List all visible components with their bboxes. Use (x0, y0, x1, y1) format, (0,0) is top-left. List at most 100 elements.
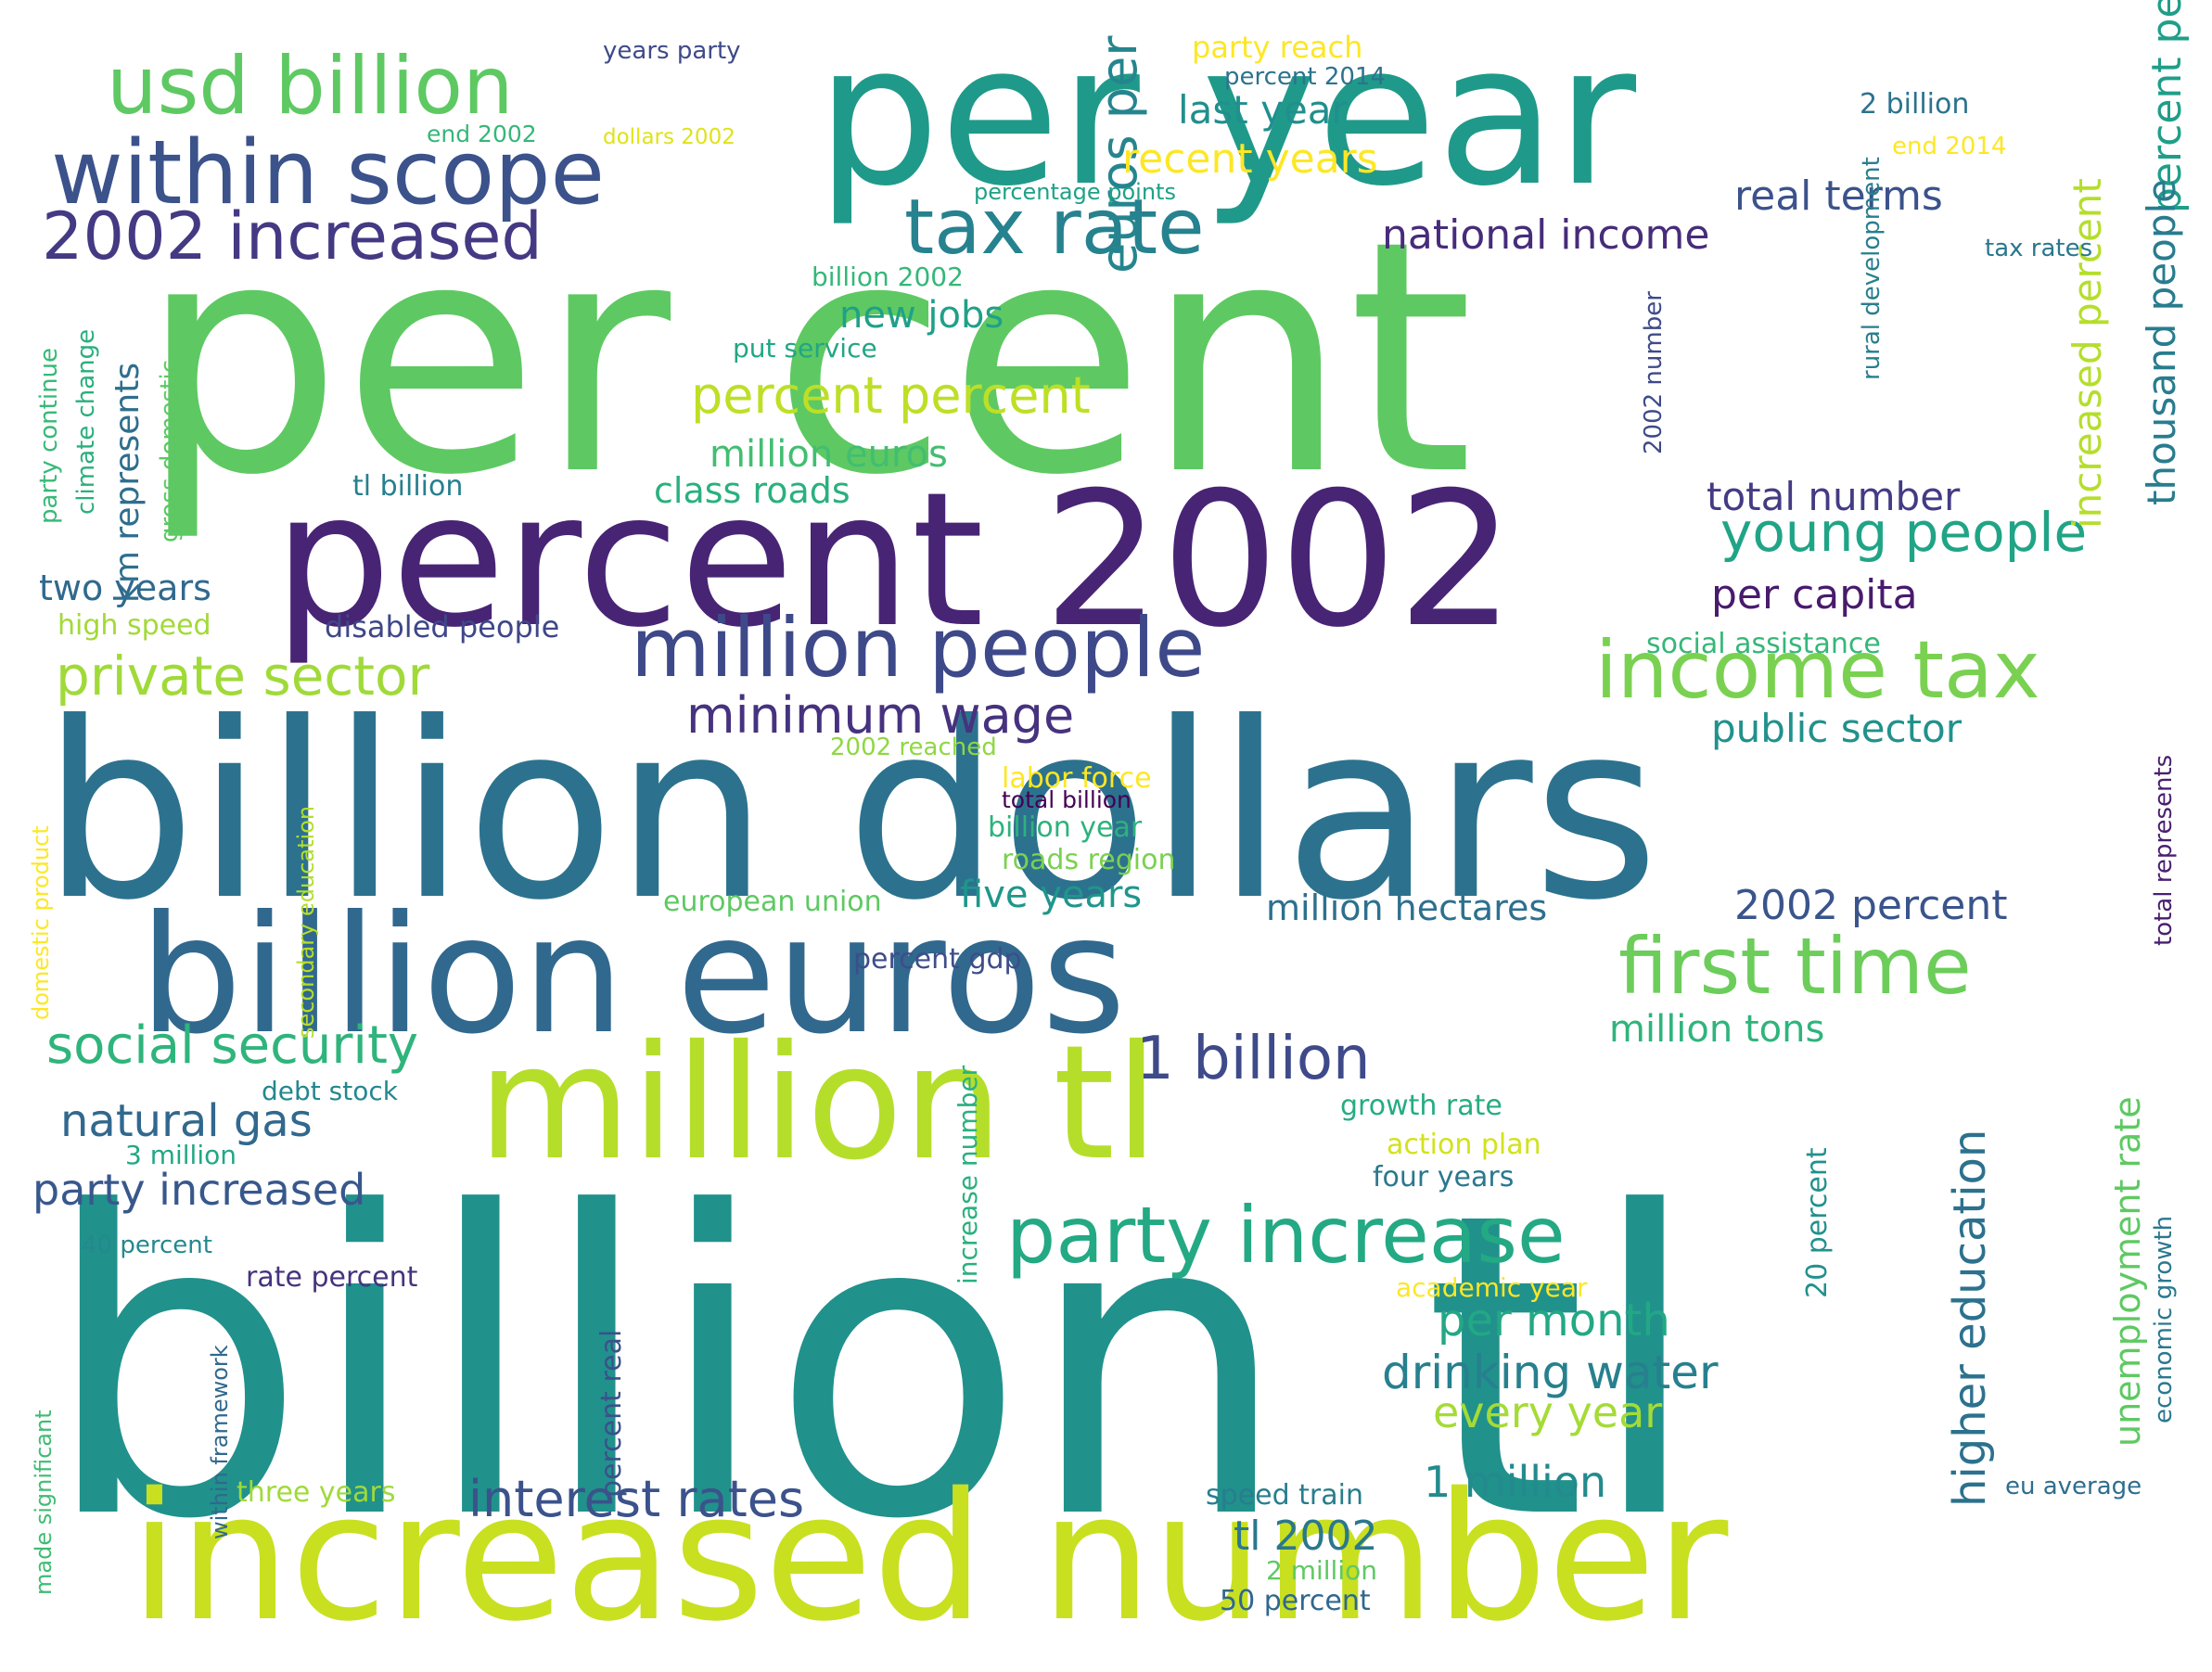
cloud-word: per cent (139, 173, 1474, 545)
cloud-word: 50 percent (1220, 1585, 1371, 1617)
cloud-word: every year (1433, 1387, 1663, 1437)
cloud-word: 20 percent (1801, 1147, 1834, 1298)
cloud-word: drinking water (1382, 1346, 1719, 1399)
cloud-word: labor force (1002, 762, 1152, 795)
cloud-word: climate change (72, 328, 100, 515)
cloud-word: end 2014 (1892, 133, 2007, 160)
cloud-word: billion euros (139, 882, 1127, 1070)
cloud-word: class roads (654, 470, 850, 511)
cloud-word: percent gdp (853, 943, 1022, 976)
cloud-word: per capita (1711, 571, 1918, 619)
cloud-word: per month (1438, 1295, 1670, 1347)
cloud-word: 2002 percent (1734, 882, 2008, 929)
cloud-word: academic year (1396, 1272, 1588, 1303)
cloud-word: per year (816, 2, 1637, 229)
cloud-word: five years (960, 874, 1143, 916)
cloud-word: km represents (109, 362, 147, 603)
cloud-word: 1 million (1424, 1457, 1607, 1507)
cloud-word: billion year (988, 811, 1143, 844)
cloud-word: last year (1178, 87, 1348, 133)
cloud-word: higher education (1944, 1129, 1996, 1507)
cloud-word: put service (733, 333, 877, 364)
cloud-word: unemployment rate (2107, 1096, 2148, 1447)
cloud-word: total represents (2150, 754, 2178, 946)
cloud-word: gross domestic (156, 360, 184, 542)
cloud-word: domestic product (28, 825, 54, 1020)
cloud-word: real terms (1734, 172, 1943, 220)
cloud-word: party reach (1192, 30, 1363, 65)
cloud-word: billion dollars (42, 670, 1660, 953)
cloud-word: 2002 reached (830, 734, 997, 761)
cloud-word: tl billion (352, 470, 464, 503)
cloud-word: income tax (1595, 624, 2040, 717)
cloud-word: total number (1707, 474, 1961, 519)
cloud-word: social assistance (1646, 628, 1881, 660)
cloud-word: party increase (1006, 1190, 1566, 1281)
cloud-word: million tons (1609, 1008, 1825, 1051)
cloud-word: interest rates (468, 1470, 805, 1528)
cloud-word: new jobs (839, 294, 1004, 337)
cloud-word: action plan (1387, 1129, 1541, 1161)
cloud-word: years party (603, 37, 741, 65)
cloud-word: 2 billion (1860, 88, 1970, 121)
cloud-word: high speed (58, 609, 211, 642)
cloud-word: private sector (56, 645, 430, 708)
cloud-word: debt stock (262, 1076, 398, 1106)
cloud-word: two years (39, 568, 211, 608)
cloud-word: million people (631, 600, 1206, 696)
cloud-word: dollars 2002 (603, 125, 735, 149)
cloud-word: percent 2002 (274, 453, 1515, 669)
cloud-word: first time (1618, 921, 1972, 1012)
cloud-word: three years (237, 1476, 396, 1509)
cloud-word: young people (1720, 501, 2088, 564)
cloud-word: roads region (1002, 844, 1176, 876)
cloud-word: billion 2002 (812, 262, 964, 292)
cloud-word: public sector (1711, 706, 1962, 751)
cloud-word: party increased (32, 1165, 366, 1215)
cloud-word: million hectares (1266, 887, 1548, 928)
cloud-word: social security (46, 1015, 419, 1076)
cloud-word: billion tl (42, 1125, 1703, 1611)
cloud-word: eu average (2005, 1473, 2142, 1500)
cloud-word: disabled people (325, 609, 560, 645)
cloud-word: speed train (1206, 1479, 1363, 1512)
cloud-word: within framework (207, 1345, 233, 1539)
cloud-word: tax rate (904, 184, 1205, 272)
cloud-word: 2 million (1266, 1555, 1377, 1586)
cloud-word: increase number (953, 1065, 983, 1284)
cloud-word: national income (1382, 211, 1710, 259)
cloud-word: million euros (710, 433, 948, 476)
cloud-word: 40 percent (82, 1232, 212, 1259)
cloud-word: percent 2014 (1224, 63, 1387, 91)
cloud-word: tl 2002 (1234, 1512, 1378, 1560)
cloud-word: rural development (1858, 157, 1886, 380)
cloud-word: 2002 number (1640, 291, 1668, 454)
cloud-word: european union (663, 886, 882, 918)
cloud-word: 3 million (125, 1140, 237, 1170)
cloud-word: recent years (1122, 135, 1378, 183)
cloud-word: made significant (31, 1410, 57, 1595)
cloud-word: within scope (51, 122, 605, 224)
cloud-word: 1 billion (1136, 1025, 1371, 1093)
cloud-word: minimum wage (686, 686, 1075, 745)
cloud-word: end 2002 (427, 121, 537, 147)
cloud-word: percent real (595, 1329, 628, 1498)
cloud-word: four years (1373, 1161, 1515, 1193)
cloud-word: economic growth (2150, 1215, 2178, 1423)
cloud-word: 2002 increased (42, 198, 543, 274)
cloud-word: secondary education (293, 805, 319, 1039)
cloud-word: thousand people (2139, 178, 2184, 505)
cloud-word: usd billion (107, 40, 514, 133)
cloud-word: growth rate (1340, 1090, 1502, 1122)
cloud-word: increased number (130, 1455, 1729, 1660)
cloud-word: tax rates (1985, 235, 2093, 262)
cloud-word: rate percent (246, 1261, 418, 1294)
cloud-word: percentage points (974, 179, 1176, 205)
cloud-word: total billion (1002, 786, 1132, 813)
cloud-word: percent percent (691, 366, 1091, 425)
cloud-word: increased percent (2065, 178, 2110, 529)
cloud-word: natural gas (60, 1095, 313, 1147)
cloud-word: million tl (478, 1012, 1159, 1195)
cloud-word: party continue (35, 347, 63, 524)
